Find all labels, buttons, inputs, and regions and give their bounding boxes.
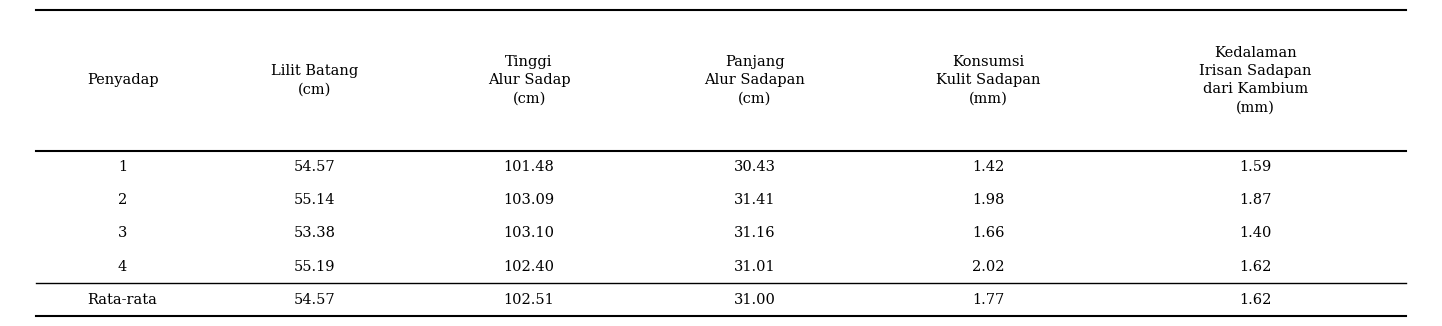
Text: Rata-rata: Rata-rata bbox=[88, 293, 157, 307]
Text: Lilit Batang
(cm): Lilit Batang (cm) bbox=[271, 64, 358, 96]
Text: 102.40: 102.40 bbox=[503, 259, 555, 274]
Text: 1: 1 bbox=[118, 160, 127, 174]
Text: 103.10: 103.10 bbox=[503, 227, 555, 241]
Text: 54.57: 54.57 bbox=[294, 293, 336, 307]
Text: 2.02: 2.02 bbox=[972, 259, 1005, 274]
Text: 1.98: 1.98 bbox=[972, 193, 1005, 207]
Text: Kedalaman
Irisan Sadapan
dari Kambium
(mm): Kedalaman Irisan Sadapan dari Kambium (m… bbox=[1200, 46, 1312, 115]
Text: 1.59: 1.59 bbox=[1239, 160, 1272, 174]
Text: 31.01: 31.01 bbox=[734, 259, 776, 274]
Text: 31.41: 31.41 bbox=[734, 193, 776, 207]
Text: Panjang
Alur Sadapan
(cm): Panjang Alur Sadapan (cm) bbox=[705, 55, 805, 106]
Text: Konsumsi
Kulit Sadapan
(mm): Konsumsi Kulit Sadapan (mm) bbox=[936, 55, 1041, 106]
Text: 3: 3 bbox=[118, 227, 127, 241]
Text: 31.00: 31.00 bbox=[734, 293, 776, 307]
Text: 30.43: 30.43 bbox=[734, 160, 776, 174]
Text: 101.48: 101.48 bbox=[503, 160, 555, 174]
Text: 1.40: 1.40 bbox=[1239, 227, 1272, 241]
Text: 1.77: 1.77 bbox=[972, 293, 1004, 307]
Text: 55.14: 55.14 bbox=[294, 193, 336, 207]
Text: 1.62: 1.62 bbox=[1239, 293, 1272, 307]
Text: 31.16: 31.16 bbox=[734, 227, 776, 241]
Text: 54.57: 54.57 bbox=[294, 160, 336, 174]
Text: Penyadap: Penyadap bbox=[87, 73, 159, 87]
Text: 53.38: 53.38 bbox=[294, 227, 336, 241]
Text: 1.87: 1.87 bbox=[1239, 193, 1272, 207]
Text: 1.62: 1.62 bbox=[1239, 259, 1272, 274]
Text: 102.51: 102.51 bbox=[503, 293, 554, 307]
Text: Tinggi
Alur Sadap
(cm): Tinggi Alur Sadap (cm) bbox=[487, 55, 571, 106]
Text: 1.66: 1.66 bbox=[972, 227, 1005, 241]
Text: 55.19: 55.19 bbox=[294, 259, 336, 274]
Text: 2: 2 bbox=[118, 193, 127, 207]
Text: 103.09: 103.09 bbox=[503, 193, 555, 207]
Text: 4: 4 bbox=[118, 259, 127, 274]
Text: 1.42: 1.42 bbox=[972, 160, 1004, 174]
